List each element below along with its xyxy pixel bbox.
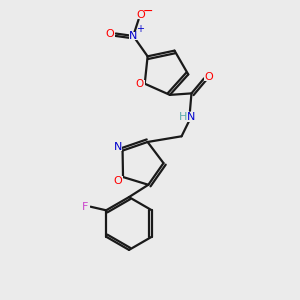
FancyBboxPatch shape (135, 80, 145, 88)
FancyBboxPatch shape (105, 29, 115, 38)
Text: O: O (136, 79, 144, 89)
Text: +: + (136, 24, 144, 34)
Text: N: N (187, 112, 196, 122)
Text: O: O (105, 28, 114, 38)
Text: O: O (136, 10, 145, 20)
Text: N: N (129, 31, 138, 41)
Text: −: − (143, 4, 154, 17)
FancyBboxPatch shape (129, 32, 138, 40)
Text: N: N (114, 142, 122, 152)
FancyBboxPatch shape (113, 143, 122, 151)
Text: O: O (204, 72, 213, 82)
Text: H: H (179, 112, 188, 122)
FancyBboxPatch shape (179, 113, 195, 122)
Text: O: O (114, 176, 123, 186)
FancyBboxPatch shape (81, 202, 90, 211)
Text: F: F (82, 202, 88, 212)
FancyBboxPatch shape (114, 176, 123, 185)
FancyBboxPatch shape (136, 11, 145, 19)
FancyBboxPatch shape (204, 73, 213, 81)
